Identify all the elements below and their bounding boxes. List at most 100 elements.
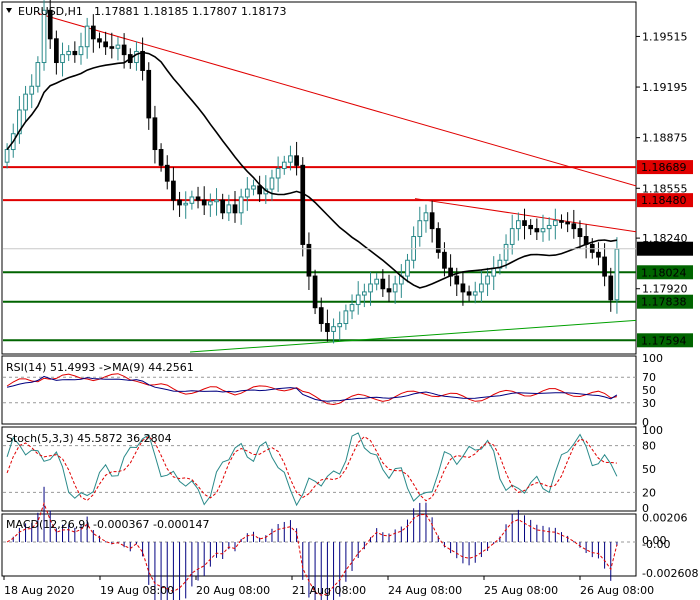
candle-body bbox=[35, 62, 41, 87]
price-level-label-bg bbox=[637, 160, 693, 175]
candle-body bbox=[318, 307, 324, 325]
candle-body bbox=[226, 204, 232, 214]
rsi-tick-label: 70 bbox=[642, 371, 656, 384]
candle-body bbox=[47, 9, 53, 40]
rsi-pane-frame bbox=[1, 355, 637, 425]
candle-body bbox=[312, 275, 318, 309]
candle-body bbox=[460, 283, 466, 293]
rsi-tick-label: 0 bbox=[642, 416, 649, 429]
candle-body bbox=[559, 220, 564, 223]
candle-body bbox=[109, 46, 115, 49]
candle-body bbox=[386, 288, 392, 293]
candle-body bbox=[368, 283, 373, 293]
stoch-layer bbox=[3, 432, 636, 507]
rsi-tick-label: 50 bbox=[642, 384, 656, 397]
candle-body bbox=[60, 54, 65, 64]
candle-body bbox=[509, 228, 515, 245]
time-tick-label: 20 Aug 08:00 bbox=[196, 584, 270, 597]
candle-body bbox=[140, 50, 145, 71]
rsi-ma-line bbox=[6, 375, 618, 402]
candle-body bbox=[491, 267, 497, 277]
rsi-line bbox=[6, 373, 618, 406]
candle-body bbox=[485, 275, 490, 285]
candle-body bbox=[614, 248, 620, 301]
price-level-label: 1.18689 bbox=[641, 161, 687, 174]
downtrend-line bbox=[37, 13, 637, 187]
candle-body bbox=[164, 164, 170, 182]
candle-body bbox=[417, 220, 423, 238]
chart-ohlc-readout: 1.17881 1.18185 1.17807 1.18173 bbox=[94, 5, 286, 18]
candle-body bbox=[429, 212, 435, 230]
price-pane-frame bbox=[1, 1, 637, 355]
candle-body bbox=[177, 199, 182, 206]
candle-body bbox=[134, 50, 139, 64]
candle-body bbox=[503, 243, 509, 261]
macd-tick-label: -0.002608 bbox=[642, 567, 698, 580]
price-level-label-bg bbox=[637, 333, 693, 348]
candle-body bbox=[294, 155, 299, 166]
candle-body bbox=[522, 220, 527, 226]
candle-body bbox=[442, 251, 447, 269]
price-level-label: 1.17838 bbox=[641, 296, 687, 309]
candle-body bbox=[380, 278, 386, 290]
macd-tick-label: 0.00 bbox=[642, 534, 667, 547]
candle-body bbox=[90, 25, 96, 40]
stoch-tick-label: 50 bbox=[642, 463, 656, 476]
candle-body bbox=[479, 283, 484, 293]
stoch-tick-label: 20 bbox=[642, 486, 656, 499]
candle-body bbox=[257, 185, 262, 195]
candle-body bbox=[103, 41, 108, 48]
candle-body bbox=[343, 310, 349, 325]
candle-body bbox=[288, 155, 293, 163]
candle-body bbox=[84, 25, 90, 48]
candle-body bbox=[72, 50, 78, 56]
candle-body bbox=[238, 196, 244, 214]
candle-body bbox=[195, 196, 201, 201]
candle-body bbox=[577, 228, 583, 238]
stoch-d-line bbox=[6, 435, 617, 502]
price-level-label-bg bbox=[637, 193, 693, 208]
price-level-label: 1.18480 bbox=[641, 194, 687, 207]
current-price-label: 1.18173 bbox=[641, 243, 687, 256]
price-tick-label: 1.19195 bbox=[642, 81, 688, 94]
candle-body bbox=[23, 93, 28, 111]
candle-body bbox=[158, 149, 164, 166]
candle-body bbox=[300, 164, 306, 245]
candle-body bbox=[275, 168, 281, 179]
candle-body bbox=[325, 323, 330, 332]
macd-title: MACD(12,26,9) -0.000367 -0.000147 bbox=[6, 518, 209, 531]
price-level-label: 1.17594 bbox=[641, 334, 687, 347]
price-tick-label: 1.19515 bbox=[642, 30, 688, 43]
rsi-layer bbox=[3, 373, 636, 406]
candle-body bbox=[565, 221, 570, 225]
candle-body bbox=[220, 199, 226, 214]
time-tick-label: 24 Aug 08:00 bbox=[388, 584, 462, 597]
candle-body bbox=[546, 224, 552, 230]
candle-body bbox=[516, 220, 521, 230]
candle-body bbox=[528, 224, 534, 230]
current-price-label-bg bbox=[637, 241, 693, 256]
rsi-tick-label: 100 bbox=[642, 352, 663, 365]
candle-body bbox=[29, 85, 35, 95]
stoch-pane-frame bbox=[1, 426, 637, 512]
candle-body bbox=[392, 283, 398, 293]
macd-pane-frame bbox=[1, 513, 637, 577]
symbol-menu-triangle-icon[interactable] bbox=[6, 8, 12, 13]
time-tick-label: 26 Aug 08:00 bbox=[580, 584, 654, 597]
candle-body bbox=[472, 291, 478, 296]
stoch-k-line bbox=[6, 432, 618, 507]
candle-body bbox=[244, 188, 250, 198]
macd-layer bbox=[3, 486, 636, 600]
price-tick-label: 1.17920 bbox=[642, 283, 688, 296]
candle-body bbox=[337, 323, 343, 328]
price-level-label: 1.18024 bbox=[641, 266, 687, 279]
candle-body bbox=[534, 228, 540, 233]
candle-body bbox=[466, 291, 472, 296]
candle-body bbox=[552, 220, 558, 226]
candle-body bbox=[208, 201, 213, 206]
candle-body bbox=[201, 199, 207, 206]
stoch-tick-label: 0 bbox=[642, 502, 649, 515]
candle-body bbox=[54, 38, 59, 64]
